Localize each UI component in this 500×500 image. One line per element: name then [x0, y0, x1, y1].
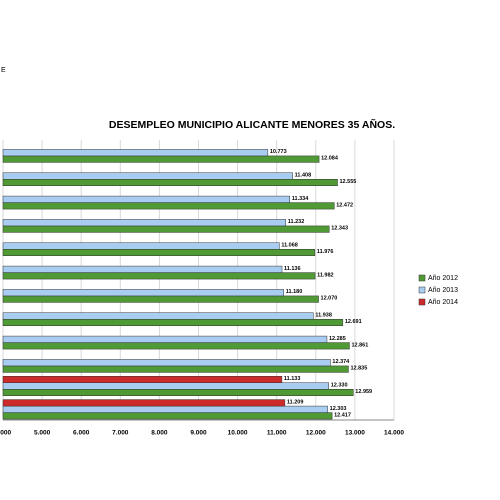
value-label: 12.374: [332, 359, 350, 365]
value-label: 11.408: [295, 172, 312, 178]
value-label: 11.976: [317, 249, 334, 255]
bar: [2, 195, 291, 203]
bar: [2, 319, 344, 326]
value-label: 12.691: [345, 319, 362, 325]
value-label: 11.209: [287, 399, 304, 405]
x-tick-label: 12.000: [306, 430, 326, 437]
bar: [2, 155, 320, 163]
bar: [2, 172, 293, 180]
bar: [2, 312, 314, 320]
bar: [2, 202, 335, 210]
value-label: 11.133: [284, 376, 301, 382]
x-tick-label: 6.000: [73, 430, 90, 437]
x-tick-label: 13.000: [345, 430, 365, 437]
bar: [2, 225, 330, 233]
value-label: 12.417: [334, 412, 351, 418]
x-tick-label: 7.000: [112, 430, 129, 437]
bar: [2, 289, 284, 297]
value-label: 11.982: [317, 272, 334, 278]
x-tick-label: 4.000: [0, 430, 12, 437]
value-label: 11.068: [281, 242, 298, 248]
legend-swatch: [418, 298, 426, 306]
x-tick-label: 9.000: [190, 430, 207, 437]
x-tick-label: 11.000: [267, 430, 287, 437]
bar: [2, 219, 287, 227]
value-label: 12.285: [329, 336, 346, 342]
chart-title: DESEMPLEO MUNICIPIO ALICANTE MENORES 35 …: [109, 118, 395, 131]
value-label: 12.303: [330, 406, 347, 412]
legend-label: Año 2012: [428, 275, 458, 282]
legend-swatch: [418, 274, 426, 282]
bar: [2, 382, 329, 390]
value-label: 12.555: [340, 179, 357, 185]
bar: [2, 399, 286, 407]
x-tick-label: 5.000: [34, 430, 51, 437]
value-label: 11.136: [284, 266, 301, 272]
value-label: 11.938: [315, 312, 332, 318]
value-label: 11.334: [292, 196, 309, 202]
bar: [2, 359, 331, 367]
value-label: 12.959: [355, 389, 372, 395]
cropped-fragment: E: [1, 67, 6, 74]
x-tick-label: 14.000: [384, 430, 404, 437]
value-label: 10.773: [270, 149, 287, 155]
value-label: 12.472: [336, 202, 353, 208]
x-tick-label: 8.000: [151, 430, 168, 437]
bar: [2, 242, 280, 250]
x-tick-label: 10.000: [228, 430, 248, 437]
bar: [2, 249, 316, 256]
value-label: 12.070: [321, 296, 338, 302]
bar: [2, 295, 319, 303]
bar: [2, 412, 333, 420]
bar: [2, 149, 269, 157]
value-label: 11.180: [286, 289, 303, 295]
bar: [2, 265, 283, 273]
legend-swatch: [418, 286, 426, 294]
bar: [2, 272, 316, 280]
bar: [2, 179, 338, 186]
bar: [2, 365, 349, 373]
value-label: 12.084: [321, 156, 339, 162]
value-label: 12.835: [350, 366, 367, 372]
legend-label: Año 2013: [428, 287, 458, 294]
bar: [2, 376, 283, 383]
value-label: 11.232: [288, 219, 305, 225]
value-label: 12.861: [351, 342, 368, 348]
bar: [2, 342, 350, 350]
bar: [2, 389, 354, 396]
legend-label: Año 2014: [428, 299, 458, 306]
bar: [2, 335, 328, 343]
value-label: 12.330: [331, 382, 348, 388]
bar: [2, 405, 328, 413]
value-label: 12.343: [331, 226, 348, 232]
